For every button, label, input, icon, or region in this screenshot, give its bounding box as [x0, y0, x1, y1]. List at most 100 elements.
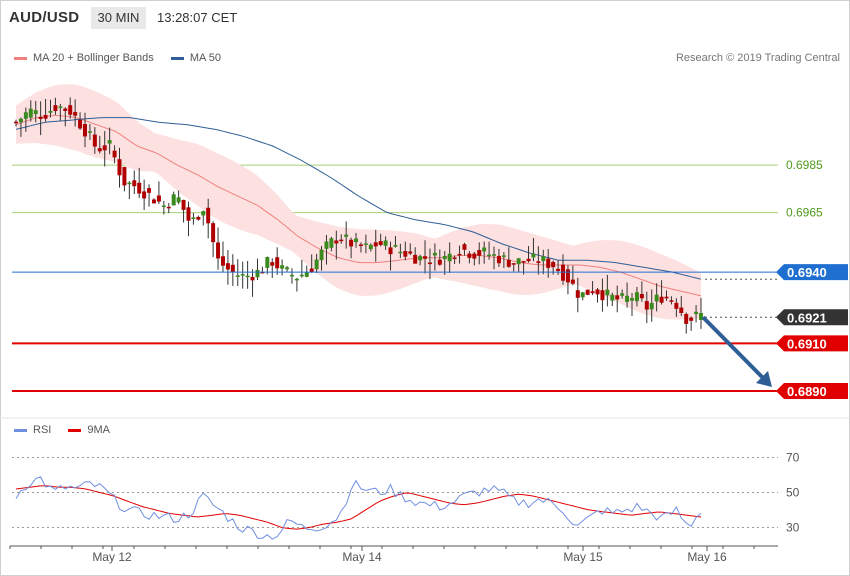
symbol-title: AUD/USD	[9, 9, 80, 26]
candle-body	[600, 290, 605, 301]
candle	[245, 260, 250, 289]
candle-body	[398, 251, 403, 254]
candle-body	[442, 255, 447, 260]
candle-body	[699, 313, 703, 321]
candle	[43, 99, 48, 122]
candle-body	[23, 112, 28, 119]
candle	[457, 245, 462, 264]
candle-body	[639, 294, 644, 299]
candle-body	[649, 302, 654, 310]
price-tag	[776, 335, 848, 352]
candle-body	[206, 207, 211, 224]
timeframe-selector[interactable]: 30 MIN	[91, 7, 146, 29]
candle-body	[684, 313, 689, 324]
candle-body	[186, 207, 191, 221]
candle-body	[516, 258, 521, 265]
candle	[363, 234, 368, 254]
candle-body	[565, 269, 570, 283]
candle-body	[117, 159, 122, 176]
candle-body	[482, 247, 487, 252]
candle-body	[329, 238, 334, 248]
candle-body	[546, 258, 551, 268]
candle	[373, 229, 378, 262]
candle	[309, 254, 314, 273]
candle	[585, 289, 590, 296]
candle	[73, 99, 78, 127]
candle-body	[492, 254, 497, 256]
candle	[664, 290, 669, 301]
candle	[354, 232, 359, 248]
candle-body	[161, 205, 166, 208]
candle-body	[334, 240, 339, 244]
candle	[467, 251, 472, 264]
clock-readout: 13:28:07 CET	[157, 10, 238, 25]
candle	[452, 255, 457, 264]
candle	[639, 281, 644, 302]
candle-body	[53, 105, 58, 111]
candle-body	[166, 206, 171, 209]
legend-swatch	[14, 428, 27, 432]
candle-body	[452, 257, 457, 260]
candle-body	[467, 253, 472, 258]
candle	[605, 274, 610, 307]
rsi-legend: RSI 9MA	[14, 424, 110, 436]
candle-body	[413, 254, 418, 264]
candle	[289, 268, 294, 284]
copyright-notice: Research © 2019 Trading Central	[675, 52, 840, 64]
candle-body	[679, 307, 684, 314]
candle-body	[43, 114, 48, 119]
candle-body	[432, 252, 437, 256]
candle	[595, 287, 600, 303]
candle	[324, 235, 329, 265]
candle	[196, 215, 201, 221]
candle	[285, 265, 290, 272]
candle-body	[151, 199, 156, 204]
candle-body	[378, 241, 383, 245]
price-legend: MA 20 + Bollinger Bands MA 50	[14, 52, 221, 64]
legend-swatch	[170, 56, 184, 60]
candle-body	[314, 259, 319, 270]
candle	[270, 258, 275, 278]
candle-body	[299, 274, 304, 277]
candle	[147, 184, 152, 207]
candle-body	[275, 257, 280, 269]
candle-body	[644, 301, 649, 310]
candle-body	[181, 199, 186, 210]
candle	[137, 167, 142, 198]
candle	[161, 200, 166, 215]
candle	[127, 181, 132, 200]
candle-body	[82, 124, 87, 137]
candle	[600, 278, 605, 312]
candle-body	[634, 292, 639, 302]
candle-body	[211, 223, 216, 243]
candle	[176, 190, 181, 205]
candle-body	[137, 182, 142, 194]
candle	[570, 265, 575, 286]
candle-body	[289, 274, 294, 277]
candle	[14, 119, 18, 127]
candle-body	[68, 105, 73, 115]
candle-body	[388, 247, 393, 255]
candle	[265, 256, 270, 275]
candle-body	[48, 110, 53, 113]
price-tag-label: 0.6940	[787, 265, 827, 280]
candle	[590, 281, 595, 296]
candle	[526, 246, 531, 263]
candle	[432, 243, 437, 271]
candle	[255, 258, 260, 281]
candle	[63, 107, 68, 127]
candle	[18, 117, 23, 137]
candle	[186, 201, 191, 237]
legend-9ma: 9MA	[68, 424, 110, 436]
candle-body	[447, 253, 452, 262]
candle	[23, 107, 28, 132]
candle-body	[689, 317, 694, 321]
candle-body	[191, 217, 196, 219]
candle-body	[383, 240, 388, 246]
candle-body	[477, 250, 482, 256]
candle	[615, 285, 620, 313]
x-tick-label: May 16	[687, 550, 727, 564]
candle	[28, 100, 33, 122]
candle	[156, 181, 161, 204]
